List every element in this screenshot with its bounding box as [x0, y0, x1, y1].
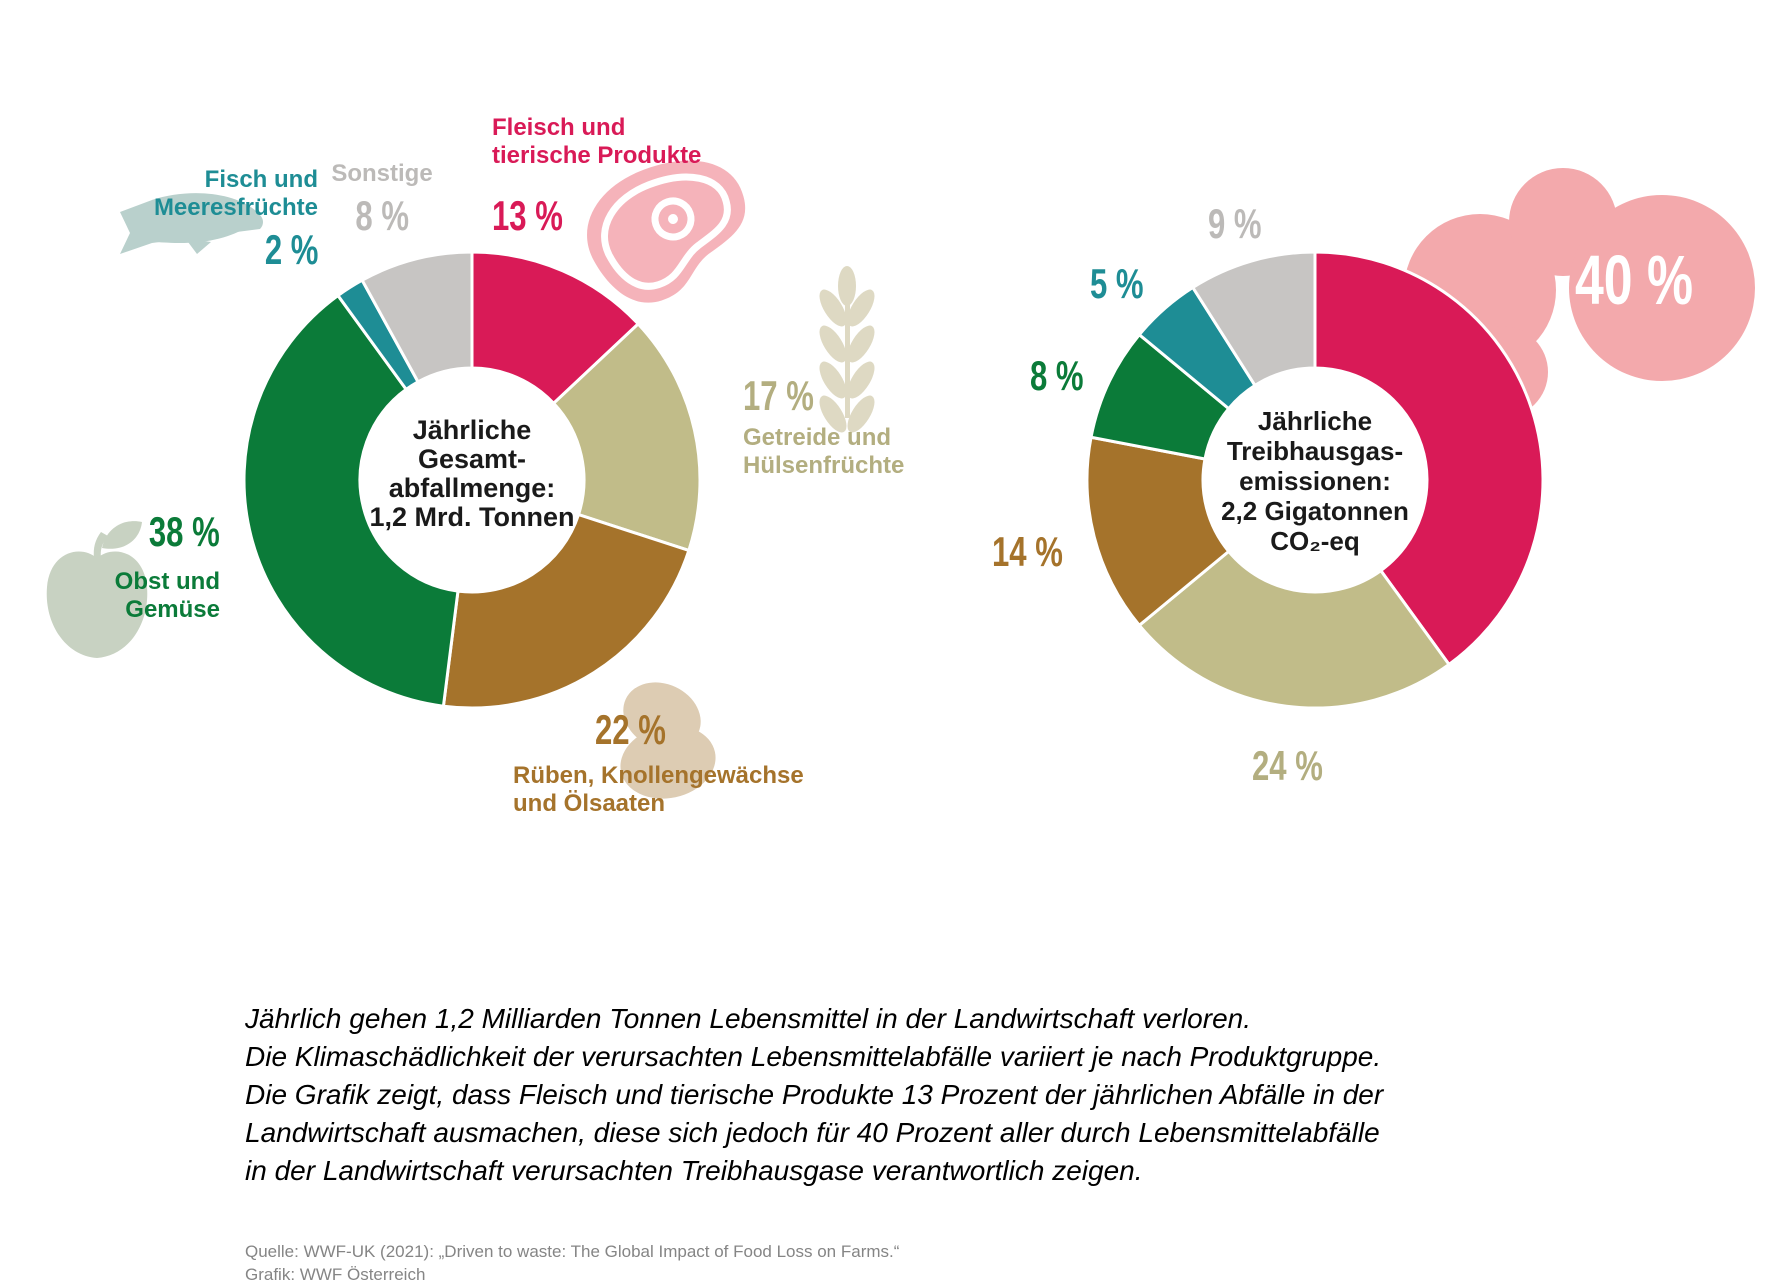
fish-icon	[120, 193, 263, 254]
source-line: Quelle: WWF-UK (2021): „Driven to waste:…	[245, 1242, 900, 1261]
donut-segment-5	[1190, 250, 1317, 388]
description-paragraph: Jährlich gehen 1,2 Milliarden Tonnen Leb…	[245, 1000, 1505, 1190]
label-fisch: Fisch und Meeresfrüchte 2 %	[118, 166, 318, 272]
label-rueben-pct: 22 %	[595, 706, 666, 753]
donut-waste-center-label: Jährliche Gesamt- abfallmenge: 1,2 Mrd. …	[369, 415, 575, 532]
donut-segment-3	[242, 293, 460, 708]
donut-segment-5	[360, 250, 474, 384]
donut-emissions	[1085, 250, 1545, 710]
apple-icon	[46, 521, 148, 658]
label-right-24pct: 24 %	[1252, 742, 1323, 789]
label-getreide-line1: Getreide und	[743, 424, 892, 451]
label-right-8pct: 8 %	[1030, 352, 1084, 399]
label-sonstige-pct: 8 %	[355, 192, 409, 239]
label-fisch-line1: Fisch und	[204, 166, 318, 193]
label-right-40pct: 40 %	[1575, 241, 1694, 319]
label-right-9pct: 9 %	[1208, 200, 1262, 247]
label-fleisch: Fleisch und tierische Produkte 13 %	[492, 114, 732, 238]
label-rueben-line2: und Ölsaaten	[513, 790, 666, 817]
label-obst: 38 % Obst und Gemüse	[58, 510, 220, 624]
steak-icon	[587, 160, 745, 303]
label-right-5pct: 5 %	[1090, 260, 1144, 307]
description-line: Jährlich gehen 1,2 Milliarden Tonnen Leb…	[245, 1003, 1251, 1034]
wheat-icon	[819, 266, 875, 433]
donut-segment-0	[1313, 250, 1545, 667]
label-sonstige: Sonstige 8 %	[328, 160, 436, 238]
label-obst-pct: 38 %	[149, 508, 220, 555]
label-getreide-line2: Hülsenfrüchte	[743, 452, 905, 479]
donut-segment-2	[441, 512, 691, 710]
label-right-14pct: 14 %	[992, 528, 1063, 575]
donut-segment-1	[551, 321, 702, 553]
label-fisch-pct: 2 %	[264, 226, 318, 273]
label-fleisch-pct: 13 %	[492, 192, 563, 239]
label-fleisch-line1: Fleisch und	[492, 114, 626, 141]
label-rueben-line1: Rüben, Knollengewächse	[513, 762, 804, 789]
credit-line: Grafik: WWF Österreich	[245, 1265, 426, 1284]
donut-emissions-center-label: Jährliche Treibhausgas- emissionen: 2,2 …	[1221, 406, 1409, 556]
label-fisch-line2: Meeresfrüchte	[153, 194, 318, 221]
potato-icon	[620, 682, 716, 799]
label-obst-line1: Obst und	[114, 568, 220, 595]
label-rueben: Rüben, Knollengewächse und Ölsaaten	[513, 762, 853, 818]
donut-waste	[242, 250, 702, 710]
description-line: Die Grafik zeigt, dass Fleisch und tieri…	[245, 1079, 1384, 1110]
label-sonstige-line1: Sonstige	[331, 160, 433, 187]
description-line: in der Landwirtschaft verursachten Treib…	[245, 1155, 1143, 1186]
donut-segment-1	[1137, 549, 1452, 710]
label-fleisch-line2: tierische Produkte	[492, 142, 702, 169]
description-line: Landwirtschaft ausmachen, diese sich jed…	[245, 1117, 1380, 1148]
source-credit: Quelle: WWF-UK (2021): „Driven to waste:…	[245, 1240, 899, 1286]
label-rueben-pct-wrap: 22 %	[595, 708, 691, 752]
label-getreide: 17 % Getreide und Hülsenfrüchte	[743, 374, 983, 480]
label-getreide-pct: 17 %	[743, 372, 814, 419]
description-line: Die Klimaschädlichkeit der verursachten …	[245, 1041, 1382, 1072]
label-obst-line2: Gemüse	[125, 596, 220, 623]
